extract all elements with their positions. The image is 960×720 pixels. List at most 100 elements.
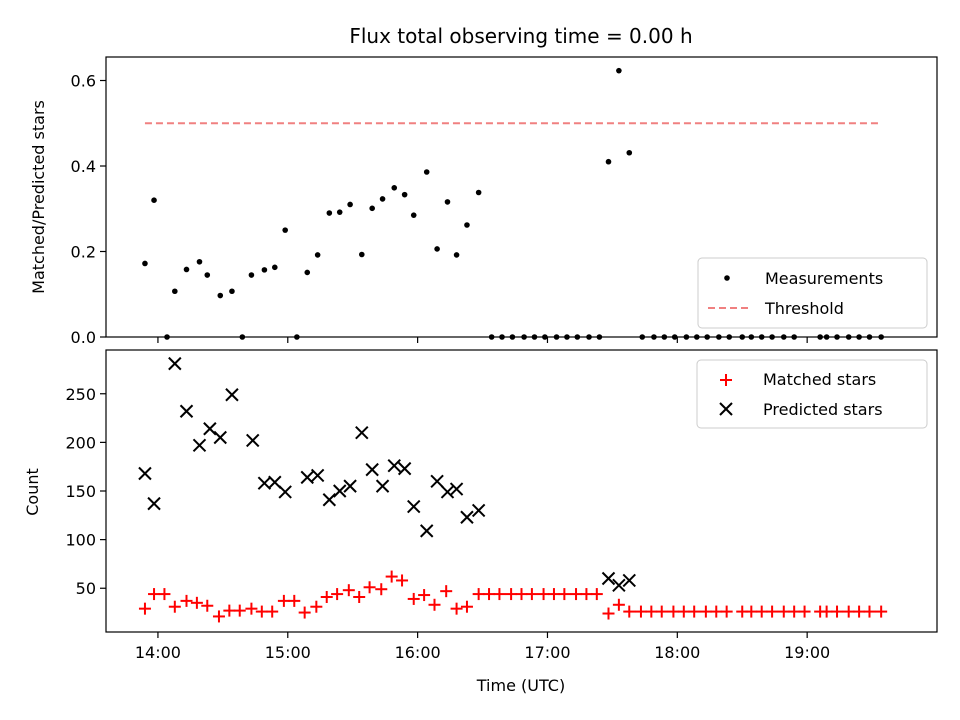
measurement-point [261, 267, 268, 273]
matched-star-point [537, 588, 550, 601]
predicted-star-point [278, 485, 292, 499]
ytick-label: 150 [65, 482, 96, 501]
matched-star-point [331, 588, 344, 601]
predicted-star-point [147, 496, 161, 511]
predicted-star-point [355, 425, 369, 440]
predicted-star-point [192, 438, 207, 453]
matched-star-point [580, 588, 593, 601]
measurement-point [464, 222, 470, 228]
matched-star-point [853, 605, 866, 618]
measurement-point [196, 258, 203, 265]
top-panel: 0.0 0.2 0.4 0.6 Matched/Predicted stars Mea… [29, 56, 938, 347]
ytick-label: 200 [65, 433, 96, 452]
predicted-star-point [179, 404, 194, 418]
predicted-star-point [333, 484, 347, 498]
bottom-xlabel: Time (UTC) [476, 676, 565, 695]
measurement-point [444, 199, 451, 205]
measurement-point [183, 266, 190, 273]
ytick-label: 0.6 [71, 72, 96, 91]
bottom-ylabel: Count [23, 468, 42, 516]
ytick-label: 250 [65, 385, 96, 404]
matched-star-point [138, 602, 151, 615]
predicted-star-point [257, 476, 272, 490]
matched-star-point [180, 594, 193, 607]
matched-star-point [745, 605, 758, 618]
bottom-legend-box [696, 359, 928, 429]
predicted-star-point [168, 356, 182, 371]
matched-star-point [201, 599, 214, 612]
matched-star-point [212, 610, 225, 623]
predicted-star-point [449, 482, 464, 496]
matched-star-point [547, 588, 560, 601]
matched-star-point [525, 588, 538, 601]
measurement-point [453, 252, 460, 258]
measurement-point [391, 185, 398, 191]
measurement-point [347, 201, 353, 208]
matched-star-point [440, 585, 453, 598]
matched-star-point [363, 581, 376, 594]
legend-measurements-marker [724, 275, 730, 281]
legend-predicted-marker [719, 402, 733, 416]
predicted-star-point [420, 524, 434, 538]
matched-star-point [558, 588, 571, 601]
measurement-point [271, 264, 278, 271]
predicted-star-point [138, 466, 152, 481]
matched-star-point [710, 605, 723, 618]
matched-star-point [755, 605, 768, 618]
matched-star-point [655, 605, 668, 618]
matched-star-point [277, 594, 290, 607]
measurement-point [326, 210, 333, 216]
measurement-point [401, 191, 408, 198]
matched-star-point [375, 583, 388, 596]
matched-star-point [623, 605, 636, 618]
matched-star-point [385, 570, 398, 583]
measurement-point [475, 189, 482, 196]
matched-star-point [493, 588, 506, 601]
predicted-star-point [407, 499, 421, 514]
matched-star-point [677, 605, 690, 618]
matched-star-point [223, 604, 236, 617]
matched-star-point [820, 605, 833, 618]
measurement-point [229, 288, 235, 295]
predicted-star-point [430, 474, 444, 488]
matched-star-point [472, 588, 485, 601]
matched-star-point [460, 600, 473, 613]
matched-star-point [831, 605, 844, 618]
predicted-star-point [310, 468, 325, 483]
matched-star-point [777, 605, 790, 618]
measurement-point [314, 252, 321, 258]
matched-star-point [320, 590, 333, 603]
matched-star-point [450, 602, 463, 615]
measurement-point [204, 272, 211, 278]
xtick-label: 14:00 [135, 643, 181, 662]
legend-matched-label: Matched stars [763, 370, 876, 389]
predicted-star-point [612, 578, 626, 593]
matched-star-point [428, 598, 441, 611]
matched-star-point [342, 584, 355, 597]
predicted-star-point [203, 422, 217, 436]
measurement-point [358, 251, 365, 258]
predicted-star-point [440, 485, 455, 499]
predicted-star-point [343, 479, 357, 493]
matched-star-point [245, 602, 258, 615]
ytick-label: 100 [65, 531, 96, 550]
matched-star-point [158, 588, 171, 601]
figure-title: Flux total observing time = 0.00 h [349, 24, 692, 48]
measurement-point [369, 205, 375, 212]
matched-star-point [612, 598, 625, 611]
measurement-point [423, 169, 430, 175]
xtick-label: 17:00 [524, 643, 570, 662]
predicted-star-point [471, 503, 486, 518]
matched-star-point [407, 592, 420, 605]
measurement-point [282, 227, 288, 233]
matched-star-point [190, 596, 203, 609]
legend-predicted-label: Predicted stars [763, 400, 883, 419]
matched-star-point [288, 594, 301, 607]
measurement-point [336, 209, 343, 215]
measurement-point [616, 67, 622, 74]
matched-star-point [233, 604, 246, 617]
top-legend: Measurements Threshold [697, 257, 928, 329]
matched-star-point [570, 588, 583, 601]
ytick-label: 0.2 [71, 243, 96, 262]
